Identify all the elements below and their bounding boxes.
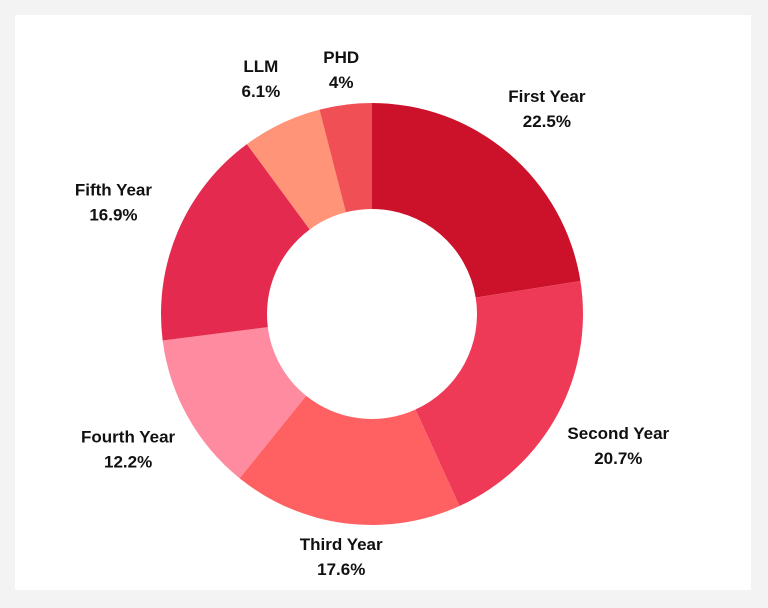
segment-value-label: 17.6%	[317, 560, 365, 579]
donut-segment	[319, 103, 372, 213]
segment-value-label: 12.2%	[104, 453, 152, 472]
donut-segment	[246, 109, 346, 230]
segment-value-label: 4%	[329, 73, 354, 92]
donut-segment	[415, 280, 583, 507]
segment-label: Third Year	[300, 535, 383, 554]
segment-label: Fourth Year	[81, 428, 176, 447]
segment-value-label: 22.5%	[523, 112, 571, 131]
segment-value-label: 16.9%	[89, 206, 137, 225]
segment-value-label: 20.7%	[594, 449, 642, 468]
segment-value-label: 6.1%	[241, 82, 280, 101]
segment-label: LLM	[243, 57, 278, 76]
donut-segment	[162, 327, 307, 479]
segment-label: Second Year	[567, 424, 669, 443]
segment-label: Fifth Year	[75, 181, 153, 200]
segment-label: PHD	[323, 48, 359, 67]
donut-segment	[372, 103, 581, 298]
donut-segment	[239, 395, 460, 526]
donut-segment	[161, 144, 310, 341]
segment-label: First Year	[508, 87, 586, 106]
